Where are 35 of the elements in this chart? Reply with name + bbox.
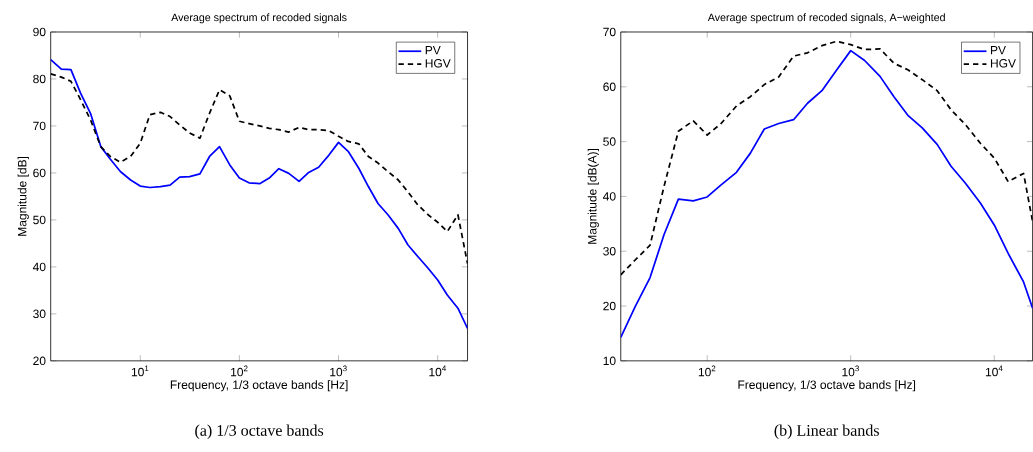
x-tick-label: 10$^{3}$ [330, 365, 347, 377]
x-axis-title: Frequency, 1/3 octave bands [Hz] [170, 380, 348, 392]
y-tick-label: 40 [32, 262, 46, 272]
x-axis-title: Frequency, 1/3 octave bands [Hz] [738, 380, 916, 392]
x-tick-label: 10$^{3}$ [842, 365, 859, 377]
text: (a) 1/3 octave bands [195, 424, 324, 440]
x-tick-label: 10$^{2}$ [231, 365, 248, 377]
chart-title: Average spectrum of recoded signals, A−weighted [707, 13, 945, 24]
x-tick-label: 10$^{4}$ [429, 365, 447, 377]
chart-title: Average spectrum of recoded signals [171, 13, 347, 24]
legend-label: PV [425, 46, 441, 55]
legend-label: HGV [990, 59, 1016, 68]
y-tick-label: 40 [602, 192, 616, 201]
y-tick-label: 60 [33, 168, 46, 178]
y-axis-title: Magnitude [dB(A)] [587, 149, 599, 244]
legend-label: HGV [425, 59, 451, 68]
y-tick-label: 60 [603, 82, 616, 92]
y-tick-label: 30 [33, 309, 46, 319]
y-tick-label: 50 [603, 137, 616, 146]
y-tick-label: 20 [33, 356, 46, 366]
y-tick-label: 20 [603, 301, 616, 311]
y-tick-label: 70 [603, 27, 616, 37]
y-tick-label: 80 [33, 74, 46, 84]
x-tick-label: 10$^{4}$ [985, 365, 1003, 377]
text: (b) Linear bands [774, 424, 879, 440]
y-tick-label: 10 [603, 356, 616, 366]
line-series [50, 58, 468, 330]
y-tick-label: 50 [33, 215, 46, 225]
y-tick-label: 30 [603, 247, 616, 256]
legend-label: PV [990, 46, 1006, 55]
y-tick-label: 90 [33, 27, 46, 37]
y-tick-label: 70 [33, 121, 46, 131]
x-tick-label: 10$^{2}$ [698, 365, 716, 377]
y-axis-title: Magnitude [dB] [17, 157, 29, 236]
x-tick-label: 10$^{1}$ [131, 365, 149, 377]
